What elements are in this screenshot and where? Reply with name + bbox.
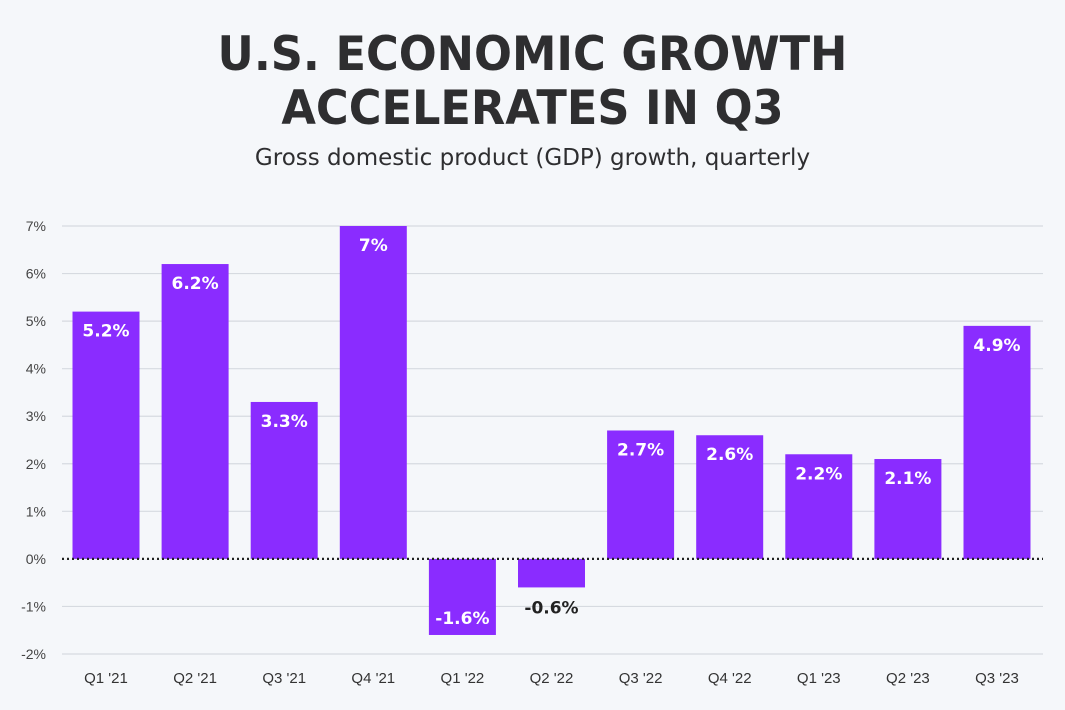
bar <box>963 325 1031 559</box>
data-label: 5.2% <box>82 322 129 342</box>
data-label: 2.6% <box>706 445 753 465</box>
x-tick-label: Q1 '22 <box>441 670 485 687</box>
bar <box>339 226 407 559</box>
data-label: -1.6% <box>435 609 489 629</box>
data-label: 4.9% <box>973 336 1020 356</box>
chart-title-line-2: ACCELERATES IN Q3 <box>281 81 784 136</box>
x-tick-label: Q2 '22 <box>530 670 574 687</box>
y-tick-label: 6% <box>26 266 46 282</box>
data-label: -0.6% <box>524 598 578 618</box>
bar <box>518 558 585 588</box>
x-tick-label: Q2 '21 <box>173 670 217 687</box>
x-tick-label: Q3 '21 <box>262 670 306 687</box>
y-tick-label: 4% <box>26 361 46 377</box>
data-label: 6.2% <box>172 274 219 294</box>
x-tick-label: Q4 '21 <box>351 670 395 687</box>
bar <box>250 401 318 559</box>
chart-subtitle: Gross domestic product (GDP) growth, qua… <box>254 145 811 171</box>
x-tick-label: Q1 '23 <box>797 670 841 687</box>
bar <box>607 430 675 559</box>
chart-title-line-1: U.S. ECONOMIC GROWTH <box>217 27 848 82</box>
y-tick-label: -1% <box>21 598 46 614</box>
data-label: 2.7% <box>617 440 664 460</box>
y-tick-label: 0% <box>26 551 46 567</box>
x-tick-label: Q3 '22 <box>619 670 663 687</box>
y-tick-label: 5% <box>26 313 46 329</box>
bar <box>696 435 764 559</box>
bar <box>785 454 853 559</box>
x-tick-label: Q3 '23 <box>975 670 1019 687</box>
bar <box>874 459 942 559</box>
data-label: 2.2% <box>795 464 842 484</box>
y-tick-label: 7% <box>26 218 46 234</box>
y-tick-label: 2% <box>26 456 46 472</box>
y-tick-label: 3% <box>26 408 46 424</box>
data-label: 7% <box>359 236 388 256</box>
data-label: 3.3% <box>261 412 308 432</box>
y-tick-label: -2% <box>21 646 46 662</box>
bar <box>161 264 229 559</box>
x-tick-label: Q2 '23 <box>886 670 930 687</box>
y-tick-label: 1% <box>26 503 46 519</box>
data-label: 2.1% <box>884 469 931 489</box>
x-tick-label: Q1 '21 <box>84 670 128 687</box>
chart-title: U.S. ECONOMIC GROWTH ACCELERATES IN Q3 <box>27 28 1039 136</box>
bar <box>428 558 496 635</box>
x-tick-label: Q4 '22 <box>708 670 752 687</box>
bar <box>72 311 140 559</box>
